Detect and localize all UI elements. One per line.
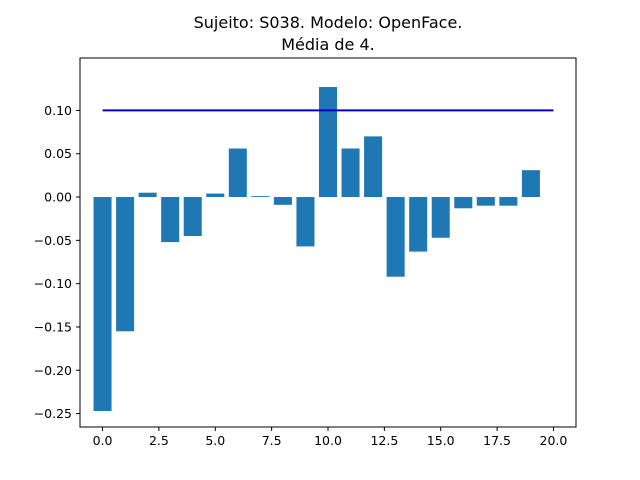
bar-4 [183,197,202,237]
bar-9 [296,197,315,247]
bar-18 [499,197,518,206]
bar-1 [116,197,135,332]
y-tick-label: 0.00 [44,190,72,205]
bar-19 [521,170,540,198]
y-tick-label: 0.10 [44,103,72,118]
bar-14 [409,197,428,252]
bar-16 [454,197,473,209]
bar-15 [431,197,450,238]
x-tick-label: 15.0 [427,433,455,448]
y-tick-label: −0.05 [34,233,72,248]
bar-3 [161,197,180,243]
bar-11 [341,148,360,198]
bar-12 [364,136,383,198]
x-tick-label: 12.5 [370,433,398,448]
bar-10 [318,87,338,198]
chart-title-line2: Média de 4. [281,35,375,54]
x-tick-label: 17.5 [483,433,511,448]
bar-5 [206,193,225,198]
x-axis: 0.0 2.5 5.0 7.5 10.0 12.5 15.0 17.5 20.0 [93,427,568,448]
bar-0 [93,197,112,411]
y-axis: −0.25 −0.20 −0.15 −0.10 −0.05 0.00 0.05 0.10 [34,103,80,421]
bar-2 [138,192,157,198]
bar-17 [476,197,495,206]
x-tick-label: 5.0 [205,433,225,448]
y-tick-label: 0.05 [44,146,72,161]
bar-8 [273,197,292,205]
y-tick-label: −0.20 [34,363,72,378]
bar-6 [228,148,247,198]
bars-group [93,87,540,411]
x-tick-label: 7.5 [262,433,282,448]
bar-13 [386,197,405,277]
y-tick-label: −0.25 [34,406,72,421]
y-tick-label: −0.15 [34,319,72,334]
x-tick-label: 20.0 [540,433,568,448]
chart-title-line1: Sujeito: S038. Modelo: OpenFace. [194,13,463,32]
x-tick-label: 0.0 [93,433,113,448]
bar-7 [251,196,270,198]
y-tick-label: −0.10 [34,276,72,291]
x-tick-label: 10.0 [314,433,342,448]
x-tick-label: 2.5 [149,433,169,448]
